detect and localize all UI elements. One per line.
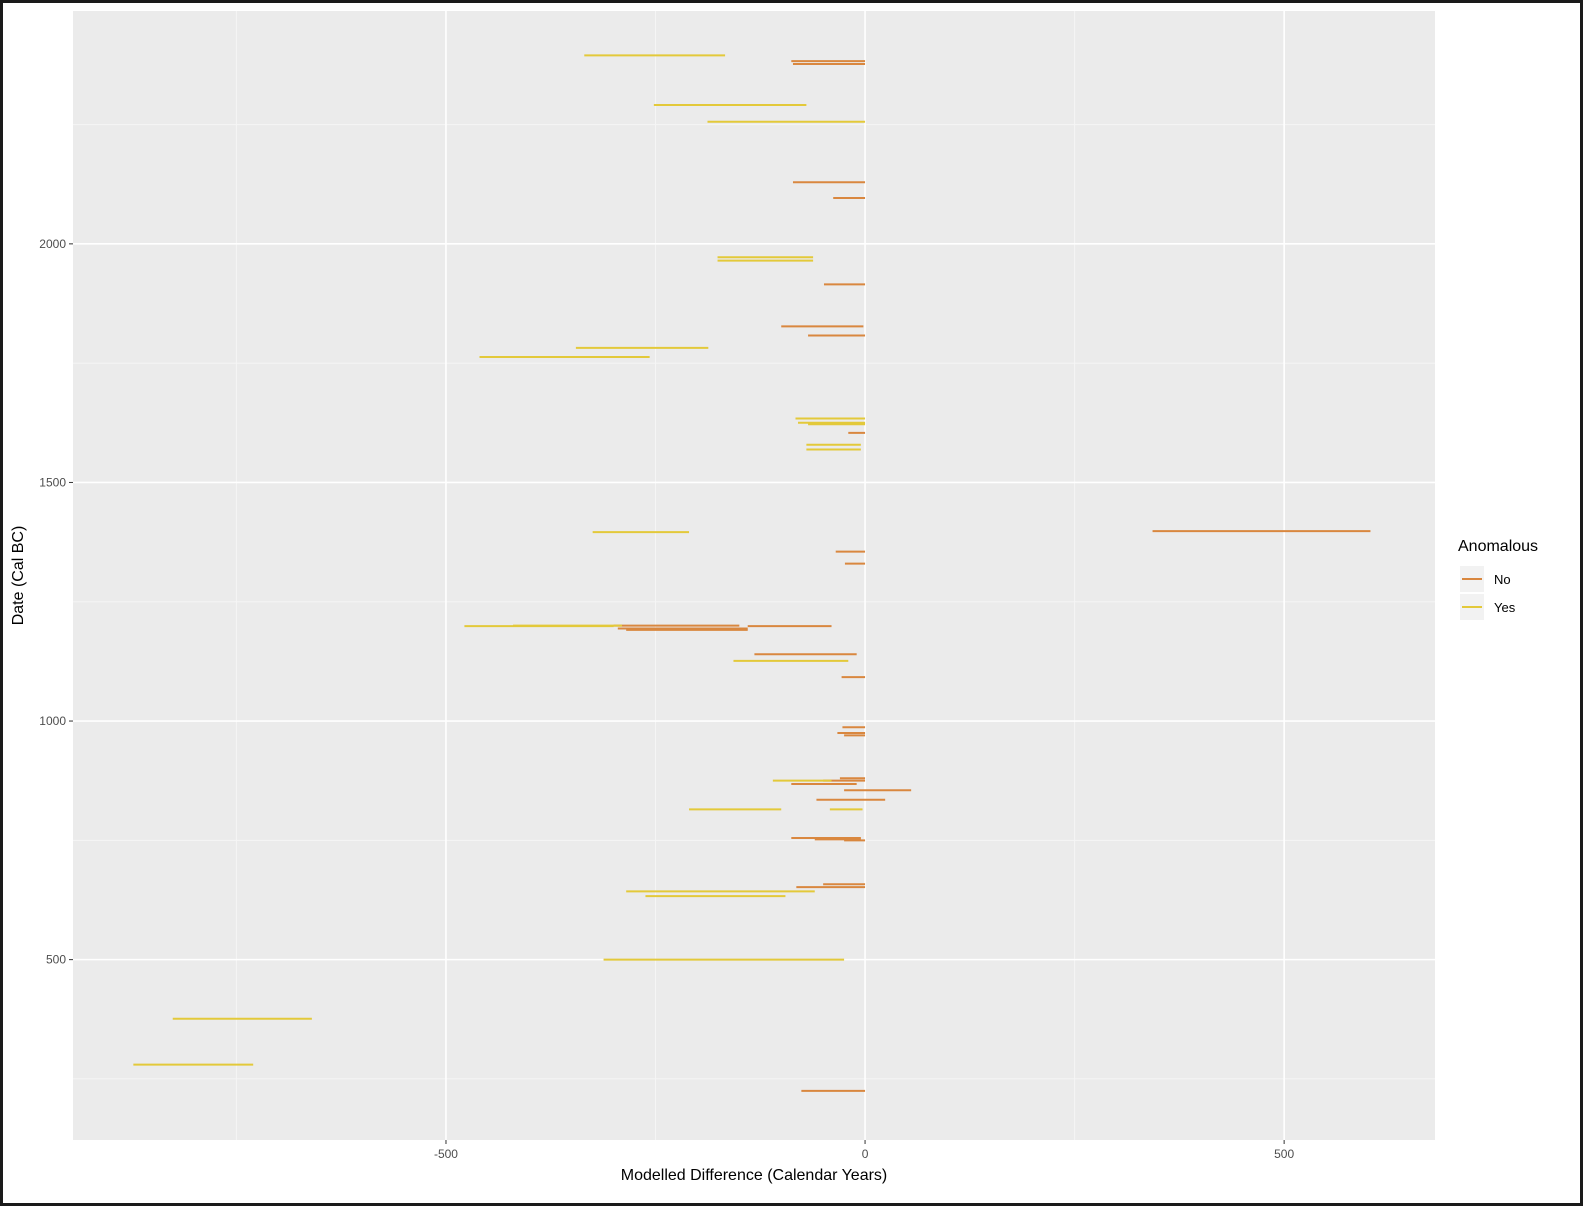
legend-label-yes: Yes	[1494, 600, 1516, 615]
legend-entries: No Yes	[1460, 566, 1516, 620]
legend: Anomalous No Yes	[1458, 538, 1538, 620]
chart-svg: -500 0 500 500 1000 1500 2000 Modelled Differ…	[10, 11, 1538, 1184]
x-axis-title: Modelled Difference (Calendar Years)	[621, 1167, 888, 1184]
legend-label-no: No	[1494, 572, 1511, 587]
data-segments	[133, 54, 1371, 1092]
y-axis-title: Date (Cal BC)	[10, 526, 27, 626]
x-axis-ticks: -500 0 500	[434, 1140, 1294, 1161]
major-gridlines	[73, 11, 1435, 1140]
y-tick-label: 500	[46, 953, 66, 967]
x-tick-label: 0	[862, 1147, 869, 1161]
y-tick-label: 2000	[39, 237, 66, 251]
x-tick-label: 500	[1274, 1147, 1294, 1161]
x-tick-label: -500	[434, 1147, 458, 1161]
minor-gridlines	[73, 11, 1435, 1140]
legend-title: Anomalous	[1458, 538, 1538, 555]
y-axis-ticks: 500 1000 1500 2000	[39, 237, 73, 967]
y-tick-label: 1000	[39, 714, 66, 728]
plot-panel	[73, 11, 1435, 1140]
y-tick-label: 1500	[39, 475, 66, 489]
